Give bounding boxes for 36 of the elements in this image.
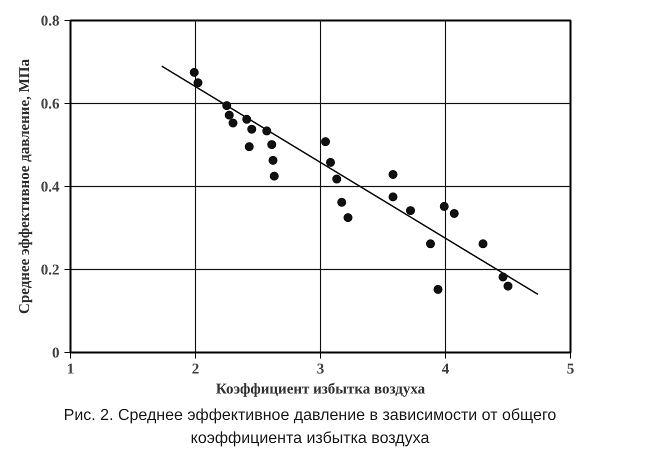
y-tick-label: 0.8 — [40, 14, 60, 30]
x-tick-label: 4 — [442, 362, 450, 378]
point — [270, 172, 279, 181]
y-tick-label: 0.4 — [40, 180, 60, 196]
x-tick-label: 3 — [316, 362, 324, 378]
point — [224, 110, 234, 120]
point — [268, 156, 278, 165]
point — [194, 78, 202, 88]
y-tick-label: 0.2 — [40, 262, 60, 278]
point — [344, 213, 352, 222]
point — [247, 124, 256, 134]
x-tick-label: 1 — [66, 362, 74, 378]
x-tick-label: 2 — [192, 362, 200, 378]
point — [478, 239, 488, 248]
point — [388, 192, 398, 202]
point — [332, 174, 342, 184]
point — [504, 282, 512, 291]
point — [337, 198, 346, 207]
point — [434, 284, 442, 294]
y-axis-title: Среднее эффективное давление, МПа — [16, 58, 33, 314]
point — [426, 239, 435, 248]
point — [388, 170, 398, 179]
point — [326, 158, 335, 167]
point — [244, 142, 254, 152]
point — [406, 206, 415, 216]
x-tick-label: 5 — [566, 362, 574, 378]
y-tick-label: 0 — [52, 346, 60, 362]
y-tick-label: 0.6 — [40, 96, 60, 112]
text: Рис. 2. Среднее эффективное давление в зависимости от общего коэффициента избытка воздуха — [62, 406, 558, 449]
point — [190, 68, 199, 77]
point — [321, 137, 330, 146]
point — [440, 202, 449, 211]
point — [450, 208, 459, 218]
point — [267, 140, 276, 150]
point — [228, 118, 238, 128]
x-axis-title: Коэффициент избытка воздуха — [216, 382, 426, 398]
